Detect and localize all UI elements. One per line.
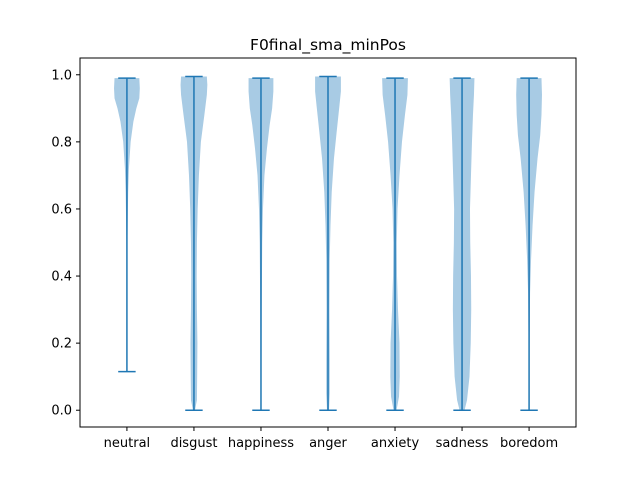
x-tick-label-anxiety: anxiety — [371, 436, 420, 451]
x-axis: neutral disgust happiness anger anxiety sadne… — [104, 427, 558, 451]
violin-layer — [114, 75, 542, 411]
y-tick-label: 0.6 — [51, 202, 72, 217]
y-tick-label: 0.8 — [51, 135, 72, 150]
x-tick-label-anger: anger — [309, 436, 347, 451]
y-axis: 0.0 0.2 0.4 0.6 0.8 1.0 — [51, 68, 80, 419]
plot-frame — [79, 57, 577, 428]
y-tick-label: 0.0 — [51, 404, 72, 419]
x-tick-label-sadness: sadness — [436, 436, 489, 451]
x-tick-label-neutral: neutral — [104, 436, 151, 451]
y-tick-label: 0.2 — [51, 337, 72, 352]
y-tick-label: 1.0 — [51, 68, 72, 83]
x-tick-label-happiness: happiness — [228, 436, 294, 451]
chart-title: F0final_sma_minPos — [250, 36, 406, 55]
x-tick-label-disgust: disgust — [170, 436, 217, 451]
x-tick-label-boredom: boredom — [500, 436, 558, 451]
y-tick-label: 0.4 — [51, 270, 72, 285]
